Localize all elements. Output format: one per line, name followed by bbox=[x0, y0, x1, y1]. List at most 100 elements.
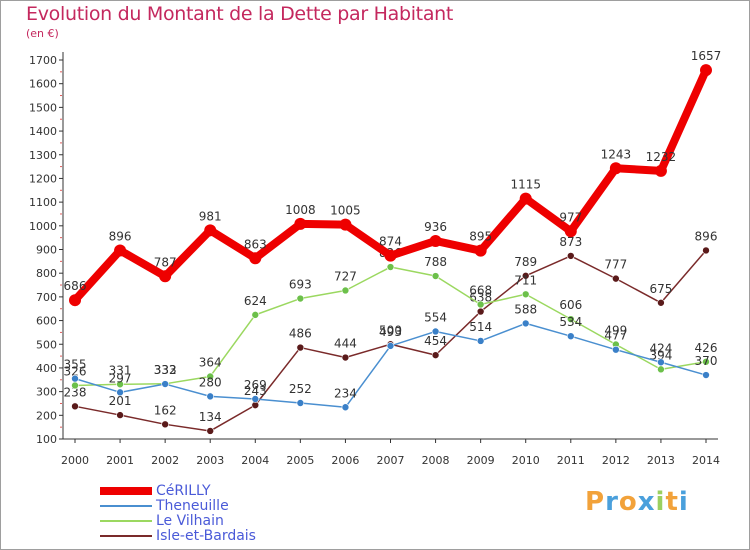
data-label: 426 bbox=[695, 341, 718, 355]
data-label: 606 bbox=[559, 298, 582, 312]
data-label: 514 bbox=[469, 320, 492, 334]
legend-swatch bbox=[100, 505, 152, 507]
data-label: 788 bbox=[424, 255, 447, 269]
data-label: 238 bbox=[64, 385, 87, 399]
data-point bbox=[249, 252, 262, 265]
data-label: 1005 bbox=[330, 204, 361, 218]
data-label: 493 bbox=[379, 325, 402, 339]
data-label: 394 bbox=[649, 348, 672, 362]
data-label: 534 bbox=[559, 315, 582, 329]
data-point bbox=[251, 395, 260, 403]
x-tick-label: 2010 bbox=[512, 454, 540, 467]
y-tick-label: 600 bbox=[36, 315, 57, 328]
logo-letter: t bbox=[665, 487, 679, 517]
logo-letter: P bbox=[585, 487, 606, 517]
data-label: 499 bbox=[604, 323, 627, 337]
data-point bbox=[384, 249, 397, 262]
data-label: 789 bbox=[514, 255, 537, 269]
data-point bbox=[564, 225, 577, 238]
data-point bbox=[566, 252, 575, 260]
data-label: 1243 bbox=[601, 147, 632, 161]
data-point bbox=[657, 298, 665, 307]
data-label: 895 bbox=[469, 230, 492, 244]
data-label: 675 bbox=[649, 282, 672, 296]
data-label: 686 bbox=[64, 279, 87, 293]
data-label: 624 bbox=[244, 294, 267, 308]
data-point bbox=[341, 353, 350, 362]
data-point bbox=[476, 307, 485, 316]
data-label: 896 bbox=[109, 229, 132, 243]
x-tick-label: 2012 bbox=[602, 454, 630, 467]
data-label: 727 bbox=[334, 269, 357, 283]
legend-label: Le Vilhain bbox=[156, 513, 224, 529]
logo-letter: i bbox=[678, 487, 689, 517]
data-label: 364 bbox=[199, 355, 222, 369]
data-label: 668 bbox=[469, 283, 492, 297]
data-point bbox=[700, 64, 712, 77]
data-point bbox=[521, 271, 530, 280]
x-tick-label: 2008 bbox=[422, 454, 450, 467]
data-label: 280 bbox=[199, 375, 222, 389]
data-point bbox=[657, 358, 665, 367]
logo-letter: r bbox=[605, 487, 619, 517]
chart-title: Evolution du Montant de la Dette par Hab… bbox=[26, 3, 454, 25]
data-point bbox=[521, 290, 530, 299]
data-point bbox=[429, 234, 442, 247]
data-label: 787 bbox=[154, 255, 177, 269]
y-tick-label: 900 bbox=[36, 244, 57, 257]
data-label: 326 bbox=[64, 364, 87, 378]
data-point bbox=[251, 311, 260, 319]
data-label: 1008 bbox=[285, 203, 316, 217]
data-point bbox=[476, 337, 485, 345]
data-point bbox=[609, 162, 622, 175]
logo-letter: i bbox=[655, 487, 666, 517]
data-point bbox=[296, 294, 305, 303]
x-tick-label: 2009 bbox=[467, 454, 495, 467]
data-point bbox=[71, 374, 79, 383]
data-point bbox=[206, 392, 215, 401]
y-tick-label: 1500 bbox=[29, 101, 57, 114]
data-label: 863 bbox=[244, 237, 267, 251]
data-point bbox=[521, 319, 530, 328]
data-label: 588 bbox=[514, 302, 537, 316]
data-point bbox=[476, 300, 485, 309]
y-tick-label: 1600 bbox=[29, 78, 57, 91]
y-tick-label: 1100 bbox=[29, 196, 57, 209]
data-point bbox=[657, 365, 665, 374]
data-point bbox=[294, 217, 307, 230]
data-label: 297 bbox=[109, 371, 132, 385]
data-label: 500 bbox=[379, 323, 402, 337]
data-point bbox=[116, 388, 124, 397]
legend-swatch bbox=[100, 535, 152, 537]
data-label: 777 bbox=[604, 258, 627, 272]
data-label: 162 bbox=[154, 403, 177, 417]
data-label: 444 bbox=[334, 337, 357, 351]
logo-letter: x bbox=[637, 487, 656, 517]
data-point bbox=[474, 244, 487, 257]
data-point bbox=[114, 244, 127, 257]
data-label: 693 bbox=[289, 278, 312, 292]
data-point bbox=[204, 224, 217, 237]
x-tick-label: 2005 bbox=[286, 454, 314, 467]
data-point bbox=[69, 294, 81, 307]
x-tick-label: 2000 bbox=[61, 454, 89, 467]
proxiti-logo: Proxiti bbox=[585, 487, 689, 517]
data-point bbox=[296, 343, 305, 352]
data-point bbox=[612, 345, 620, 354]
data-label: 977 bbox=[559, 210, 582, 224]
x-tick-label: 2002 bbox=[151, 454, 179, 467]
data-label: 269 bbox=[244, 378, 267, 392]
data-label: 936 bbox=[424, 220, 447, 234]
y-tick-label: 200 bbox=[36, 409, 57, 422]
legend-label: CéRILLY bbox=[156, 483, 211, 499]
data-point bbox=[612, 274, 620, 283]
data-point bbox=[702, 357, 710, 366]
data-point bbox=[519, 192, 532, 205]
data-point bbox=[339, 218, 352, 231]
data-point bbox=[566, 332, 575, 340]
y-tick-label: 1300 bbox=[29, 149, 57, 162]
data-label: 1657 bbox=[691, 49, 722, 63]
y-tick-label: 1400 bbox=[29, 125, 57, 138]
data-point bbox=[431, 272, 440, 280]
